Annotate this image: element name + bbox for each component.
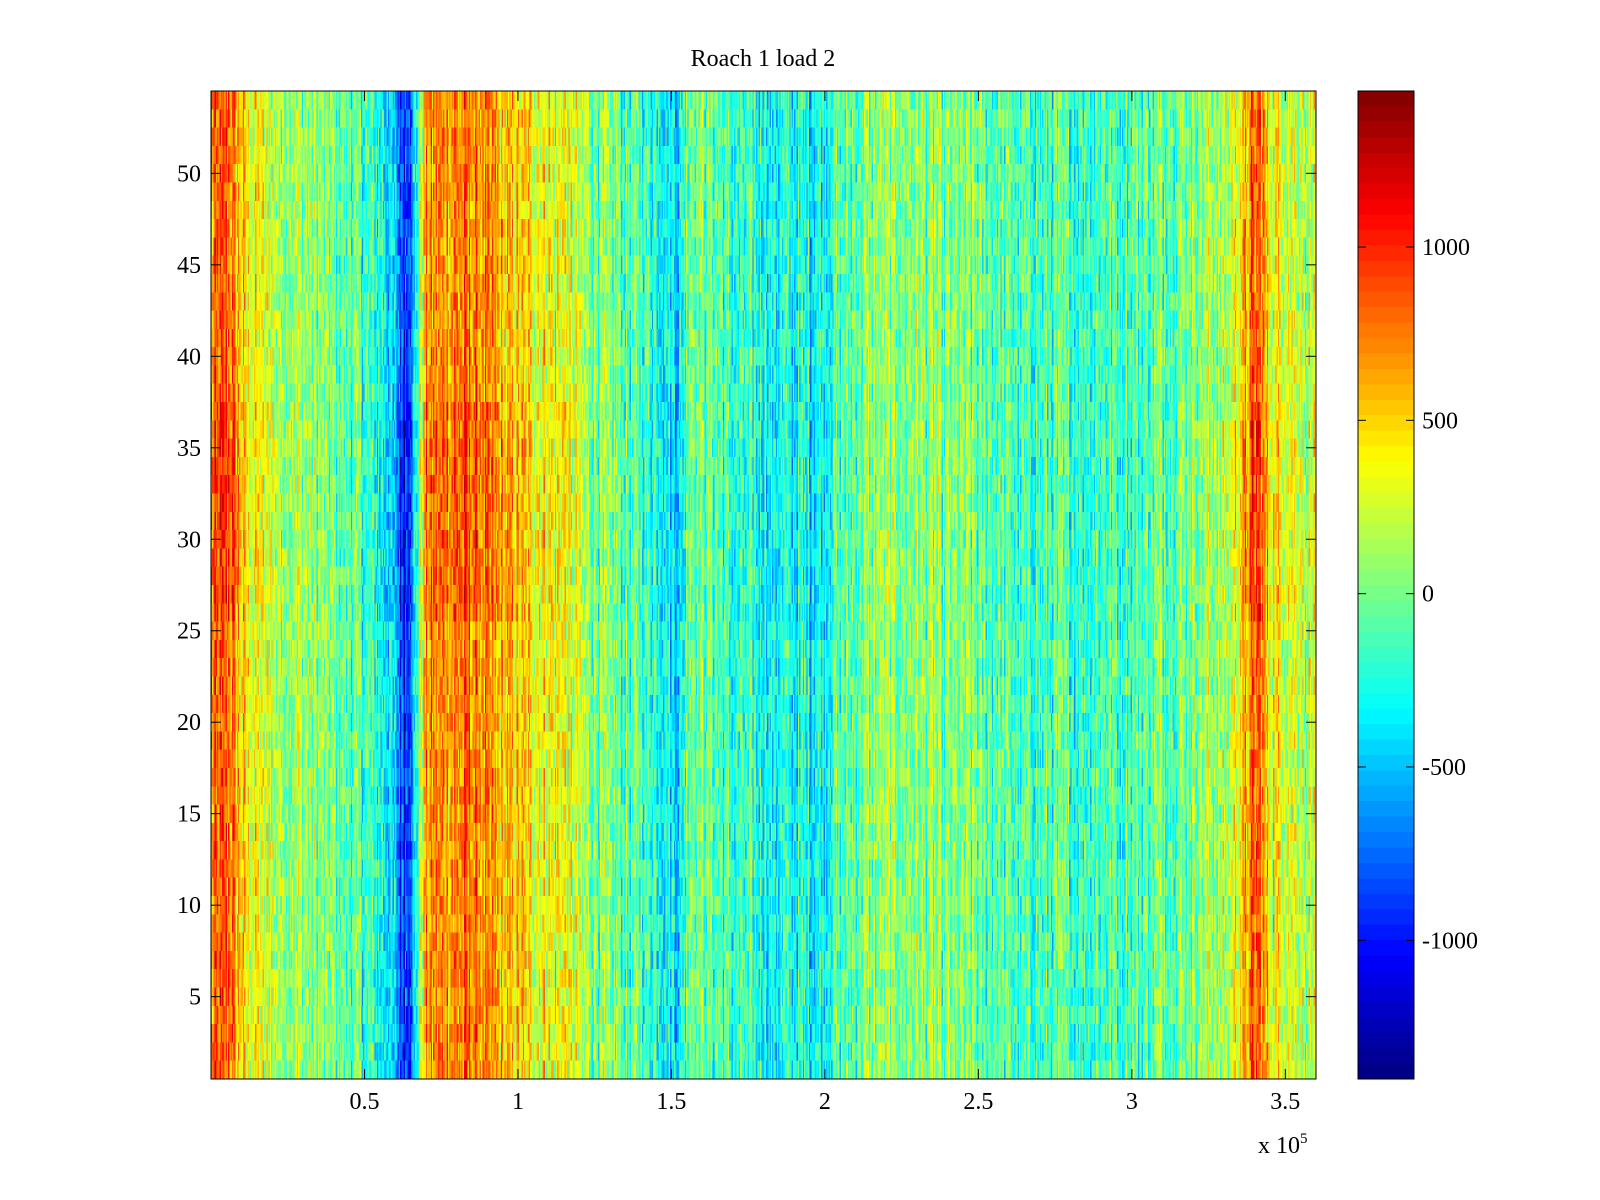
colorbar-tick-label: 1000	[1422, 235, 1470, 261]
y-tick-label: 30	[177, 527, 201, 553]
y-tick-label: 5	[189, 985, 201, 1011]
y-tick-label: 40	[177, 344, 201, 370]
plot-frame	[210, 90, 1317, 1080]
x-tick-label: 2	[819, 1089, 831, 1115]
x-tick-label: 2.5	[963, 1089, 993, 1115]
chart-title: Roach 1 load 2	[691, 46, 836, 72]
x-tick-label: 1	[512, 1089, 524, 1115]
x-tick-label: 3.5	[1270, 1089, 1300, 1115]
y-tick-label: 45	[177, 253, 201, 279]
y-tick-label: 10	[177, 893, 201, 919]
y-tick-label: 20	[177, 710, 201, 736]
x-axis-ticks: 0.5 1 1.5 2 2.5 3 3.5	[349, 91, 1300, 1115]
y-tick-label: 15	[177, 802, 201, 828]
colorbar-frame	[1357, 90, 1415, 1080]
x-multiplier-exponent: 5	[1300, 1131, 1308, 1147]
colorbar-image	[1358, 91, 1414, 1079]
x-axis-multiplier: x 105	[1258, 1131, 1308, 1159]
x-tick-label: 1.5	[656, 1089, 686, 1115]
heatmap-image	[211, 91, 1316, 1079]
x-tick-label: 0.5	[349, 1089, 379, 1115]
y-tick-label: 35	[177, 436, 201, 462]
colorbar-tick-label: -500	[1422, 755, 1466, 781]
y-tick-label: 25	[177, 619, 201, 645]
y-tick-label: 50	[177, 161, 201, 187]
x-multiplier-base: x 10	[1258, 1133, 1300, 1159]
colorbar-tick-label: 500	[1422, 408, 1458, 434]
y-axis-ticks: 5 10 15 20 25 30 35 40 45 50	[177, 161, 1316, 1011]
colorbar-ticks: 1000 500 0 -500 -1000	[1358, 235, 1478, 954]
colorbar-tick-label: 0	[1422, 582, 1434, 608]
colorbar-tick-label: -1000	[1422, 928, 1478, 954]
x-tick-label: 3	[1126, 1089, 1138, 1115]
